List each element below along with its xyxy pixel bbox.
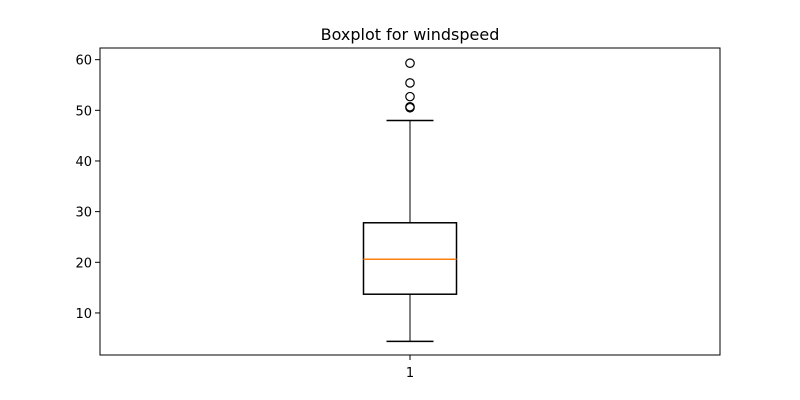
outlier-point xyxy=(405,91,415,102)
y-tick-label: 20 xyxy=(75,256,92,271)
outlier-point xyxy=(405,58,415,68)
y-tick-label: 60 xyxy=(75,54,92,69)
chart-title: Boxplot for windspeed xyxy=(321,25,500,44)
y-axis: 10 20 30 40 50 60 xyxy=(75,54,100,322)
y-tick-label: 30 xyxy=(75,206,92,221)
iqr-box xyxy=(362,222,458,295)
outlier-point xyxy=(405,101,415,112)
y-tick-label: 50 xyxy=(75,104,92,119)
x-tick-label: 1 xyxy=(406,366,414,381)
outlier-point xyxy=(405,78,415,88)
x-axis: 1 xyxy=(406,355,414,381)
y-tick-label: 40 xyxy=(75,155,92,170)
y-tick-label: 10 xyxy=(75,307,92,322)
box-series xyxy=(362,58,458,343)
